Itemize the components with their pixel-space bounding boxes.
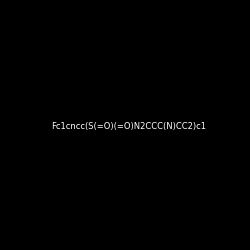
Text: Fc1cncc(S(=O)(=O)N2CCC(N)CC2)c1: Fc1cncc(S(=O)(=O)N2CCC(N)CC2)c1	[50, 122, 205, 131]
